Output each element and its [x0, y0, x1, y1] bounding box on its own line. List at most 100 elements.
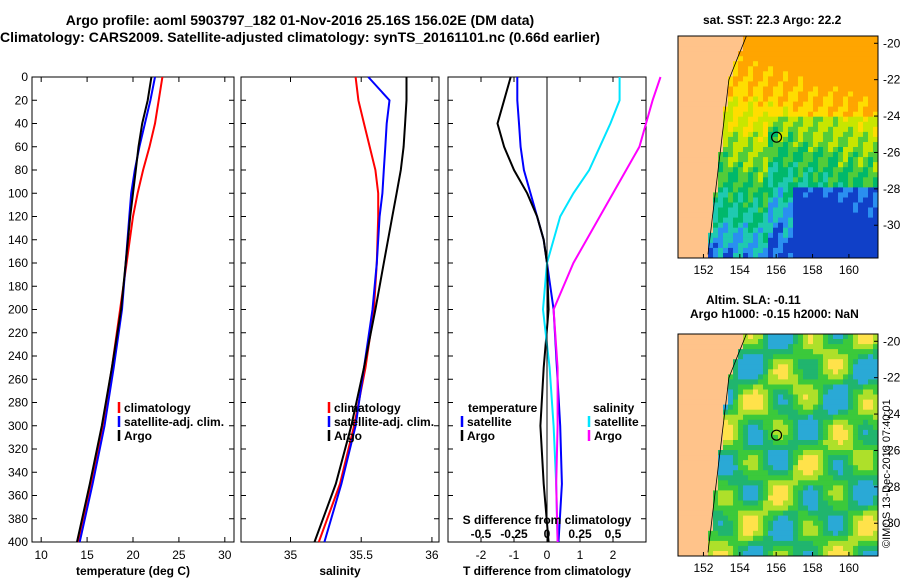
map-cell — [693, 535, 699, 542]
map-cell — [768, 96, 774, 103]
map-cell — [858, 131, 864, 138]
map-cell — [713, 157, 719, 163]
map-cell — [723, 394, 729, 401]
map-cell — [728, 339, 734, 345]
map-cell — [823, 505, 829, 512]
map-cell — [813, 147, 819, 153]
map-cell — [748, 106, 754, 113]
map-cell — [743, 217, 749, 224]
map-cell — [803, 344, 809, 350]
map-cell — [868, 535, 874, 542]
map-cell — [733, 429, 739, 436]
map-cell — [808, 369, 814, 375]
map-cell — [768, 505, 774, 512]
map-cell — [728, 131, 734, 138]
map-cell — [703, 551, 709, 556]
map-cell — [688, 76, 694, 83]
map-cell — [818, 116, 824, 123]
map-cell — [828, 419, 834, 426]
map-cell — [698, 334, 704, 340]
map-cell — [708, 460, 714, 466]
map-cell — [808, 96, 814, 103]
map-cell — [763, 192, 769, 199]
map-cell — [693, 434, 699, 441]
map-cell — [778, 515, 784, 522]
map-cell — [758, 551, 764, 556]
map-cell — [873, 419, 878, 426]
map-cell — [813, 66, 819, 72]
map-cell — [718, 334, 724, 340]
map-cell — [733, 485, 739, 492]
map-cell — [793, 545, 799, 552]
map-cell — [733, 131, 739, 138]
map-cell — [773, 354, 779, 360]
map-cell — [733, 71, 739, 77]
map-cell — [838, 485, 844, 492]
map-cell — [728, 505, 734, 512]
map-cell — [818, 409, 824, 416]
map-cell — [823, 334, 829, 340]
map-cell — [768, 192, 774, 199]
map-cell — [798, 96, 804, 103]
map-cell — [738, 121, 744, 128]
map-cell — [743, 96, 749, 103]
map-field-sst-map — [678, 36, 878, 258]
map-cell — [753, 480, 759, 486]
map-cell — [808, 404, 814, 411]
map-cell — [758, 440, 764, 446]
map-cell — [758, 490, 764, 497]
map-cell — [873, 359, 878, 365]
map-cell — [753, 217, 759, 224]
map-cell — [833, 399, 839, 406]
map-cell — [863, 414, 869, 421]
map-cell — [723, 56, 729, 62]
map-cell — [758, 334, 764, 340]
map-cell — [843, 374, 849, 381]
map-cell — [773, 344, 779, 350]
map-cell — [838, 475, 844, 481]
map-cell — [763, 217, 769, 224]
map-cell — [768, 66, 774, 72]
map-cell — [683, 445, 689, 451]
map-cell — [758, 530, 764, 537]
map-cell — [788, 66, 794, 72]
map-cell — [873, 339, 878, 345]
map-cell — [863, 510, 869, 517]
map-cell — [698, 515, 704, 522]
map-cell — [783, 384, 789, 391]
map-cell — [733, 424, 739, 431]
map-cell — [728, 480, 734, 486]
map-cell — [748, 359, 754, 365]
map-cell — [768, 354, 774, 360]
map-cell — [718, 450, 724, 456]
map-cell — [853, 142, 859, 148]
map-cell — [718, 157, 724, 163]
map-cell — [683, 525, 689, 532]
map-cell — [848, 404, 854, 411]
map-cell — [738, 359, 744, 365]
ytick-label: 260 — [8, 372, 28, 386]
map-cell — [868, 485, 874, 492]
map-cell — [718, 56, 724, 62]
map-cell — [788, 101, 794, 108]
map-cell — [678, 142, 684, 148]
map-cell — [838, 384, 844, 391]
map-cell — [828, 424, 834, 431]
map-cell — [868, 445, 874, 451]
map-cell — [793, 101, 799, 108]
map-cell — [688, 455, 694, 461]
map-cell — [868, 121, 874, 128]
map-cell — [768, 485, 774, 492]
map-cell — [703, 465, 709, 471]
map-cell — [803, 379, 809, 386]
map-cell — [783, 505, 789, 512]
map-cell — [768, 429, 774, 436]
map-cell — [708, 379, 714, 386]
map-cell — [868, 101, 874, 108]
map-cell — [678, 227, 684, 234]
map-cell — [743, 551, 749, 556]
map-cell — [768, 167, 774, 173]
map-cell — [813, 445, 819, 451]
map-cell — [763, 419, 769, 426]
map-cell — [808, 192, 814, 199]
